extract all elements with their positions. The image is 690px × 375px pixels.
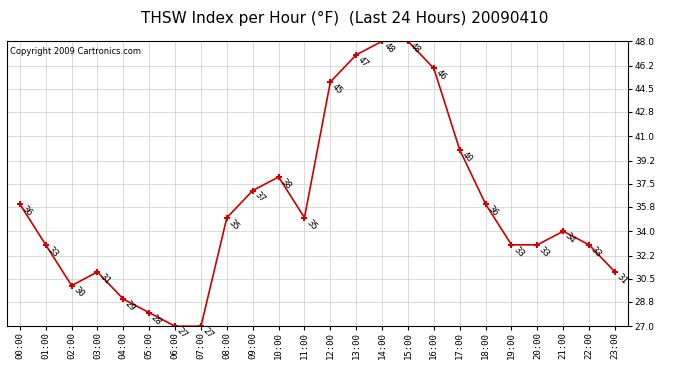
Text: 48: 48 <box>382 41 396 55</box>
Text: 33: 33 <box>46 245 59 259</box>
Text: 33: 33 <box>511 245 525 259</box>
Text: 40: 40 <box>460 150 473 164</box>
Text: 31: 31 <box>615 272 629 286</box>
Text: 45: 45 <box>331 82 344 96</box>
Text: 38: 38 <box>279 177 293 191</box>
Text: 33: 33 <box>538 245 551 259</box>
Text: THSW Index per Hour (°F)  (Last 24 Hours) 20090410: THSW Index per Hour (°F) (Last 24 Hours)… <box>141 11 549 26</box>
Text: Copyright 2009 Cartronics.com: Copyright 2009 Cartronics.com <box>10 47 141 56</box>
Text: 28: 28 <box>149 313 163 327</box>
Text: 30: 30 <box>72 285 86 300</box>
Text: 47: 47 <box>356 55 370 69</box>
Text: 34: 34 <box>563 231 577 245</box>
Text: 27: 27 <box>175 326 189 340</box>
Text: 35: 35 <box>227 217 241 232</box>
Text: 36: 36 <box>486 204 500 218</box>
Text: 48: 48 <box>408 41 422 55</box>
Text: 29: 29 <box>124 299 137 313</box>
Text: 46: 46 <box>434 68 448 82</box>
Text: 36: 36 <box>20 204 34 218</box>
Text: 37: 37 <box>253 190 266 204</box>
Text: 35: 35 <box>304 217 318 232</box>
Text: 31: 31 <box>97 272 111 286</box>
Text: 33: 33 <box>589 245 603 259</box>
Text: 27: 27 <box>201 326 215 340</box>
